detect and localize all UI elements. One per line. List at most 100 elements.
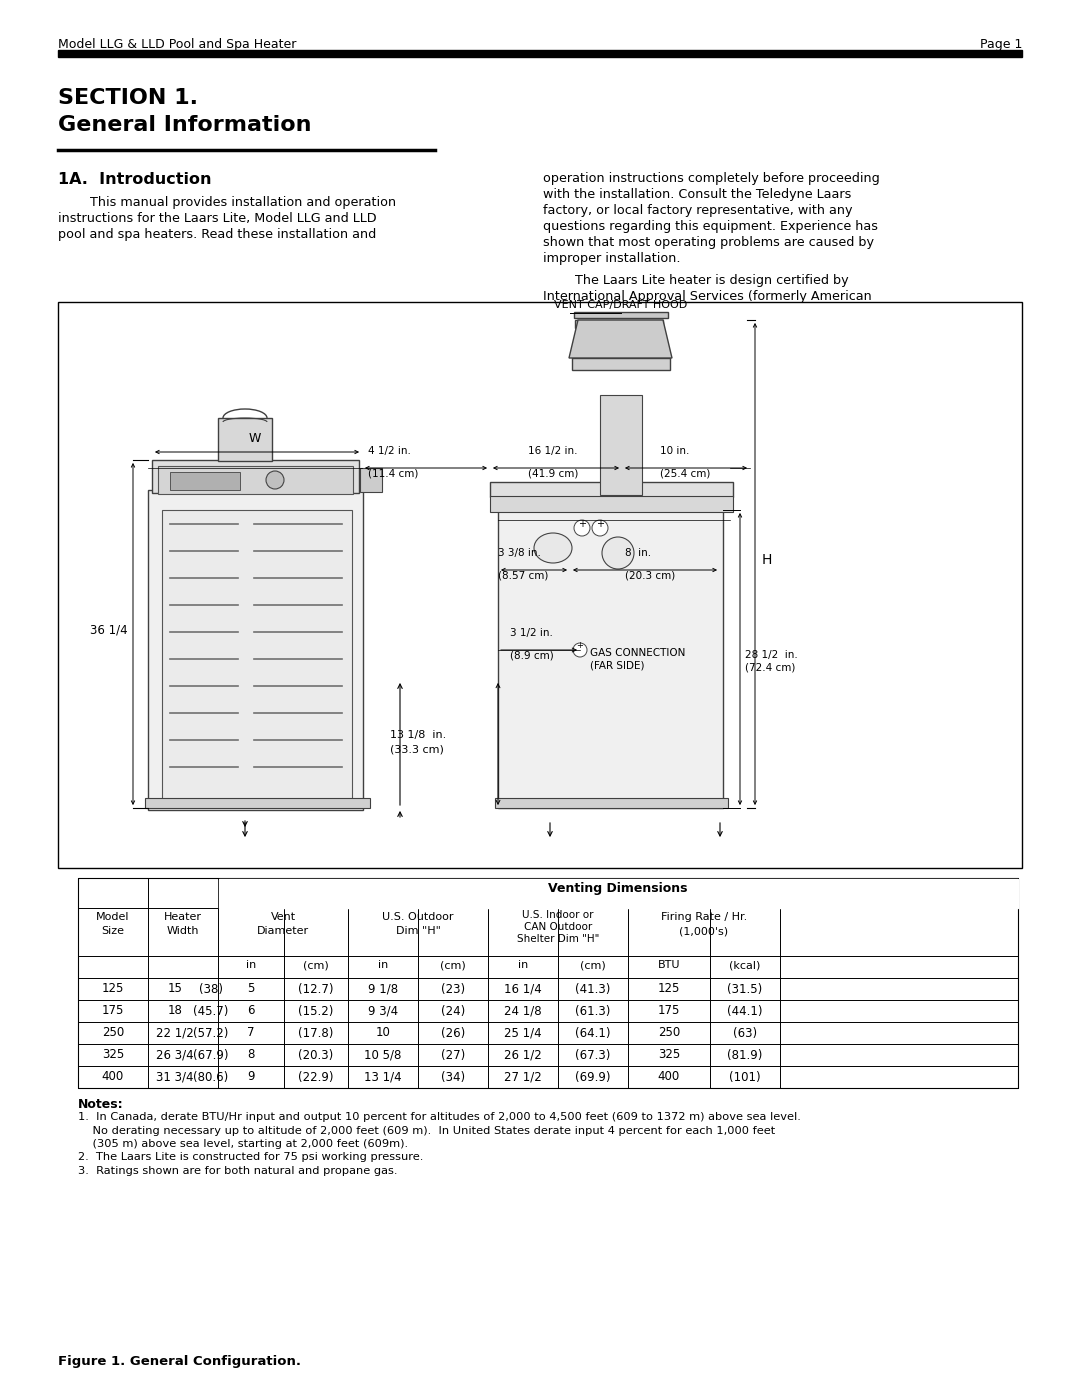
Circle shape <box>573 643 588 657</box>
Text: (cm): (cm) <box>441 960 465 970</box>
Text: (44.1): (44.1) <box>727 1004 762 1017</box>
Text: 325: 325 <box>658 1049 680 1062</box>
Text: Shelter Dim "H": Shelter Dim "H" <box>517 935 599 944</box>
Text: 175: 175 <box>102 1004 124 1017</box>
Text: (57.2): (57.2) <box>193 1027 229 1039</box>
Text: CAN Outdoor: CAN Outdoor <box>524 922 592 932</box>
Bar <box>490 496 733 511</box>
Text: in: in <box>246 960 256 970</box>
Text: (8.57 cm): (8.57 cm) <box>498 570 549 580</box>
Text: 16 1/2 in.: 16 1/2 in. <box>528 446 578 455</box>
Text: questions regarding this equipment. Experience has: questions regarding this equipment. Expe… <box>543 219 878 233</box>
Text: 26 1/2: 26 1/2 <box>504 1049 542 1062</box>
Text: (15.2): (15.2) <box>298 1004 334 1017</box>
Polygon shape <box>572 330 670 358</box>
Bar <box>572 358 670 370</box>
Text: 3.  Ratings shown are for both natural and propane gas.: 3. Ratings shown are for both natural an… <box>78 1166 397 1176</box>
Text: Firing Rate / Hr.: Firing Rate / Hr. <box>661 912 747 922</box>
Text: 27 1/2: 27 1/2 <box>504 1070 542 1084</box>
Text: (101): (101) <box>729 1070 760 1084</box>
Bar <box>218 418 272 461</box>
Text: 4 1/2 in.: 4 1/2 in. <box>368 446 410 455</box>
Polygon shape <box>569 320 672 358</box>
Text: (FAR SIDE): (FAR SIDE) <box>590 661 645 671</box>
Text: H: H <box>762 553 772 567</box>
Text: (kcal): (kcal) <box>729 960 760 970</box>
Circle shape <box>573 520 590 536</box>
Text: 8: 8 <box>247 1049 255 1062</box>
Bar <box>58 50 1022 57</box>
Text: Diameter: Diameter <box>257 926 309 936</box>
Text: (26): (26) <box>441 1027 465 1039</box>
Text: (1,000's): (1,000's) <box>679 926 729 936</box>
Text: U.S. Outdoor: U.S. Outdoor <box>382 912 454 922</box>
Text: 400: 400 <box>102 1070 124 1084</box>
Text: 3 1/2 in.: 3 1/2 in. <box>510 629 553 638</box>
Text: 13 1/8  in.: 13 1/8 in. <box>390 731 446 740</box>
Text: GAS CONNECTION: GAS CONNECTION <box>590 648 686 658</box>
Text: +: + <box>596 520 604 529</box>
Text: International Approval Services (formerly American: International Approval Services (formerl… <box>543 291 872 303</box>
Bar <box>158 467 353 495</box>
Circle shape <box>602 536 634 569</box>
Text: Dim "H": Dim "H" <box>395 926 441 936</box>
Text: 15: 15 <box>167 982 183 996</box>
Text: Venting Dimensions: Venting Dimensions <box>549 882 688 895</box>
Text: (81.9): (81.9) <box>727 1049 762 1062</box>
Text: VENT CAP/DRAFT HOOD: VENT CAP/DRAFT HOOD <box>554 300 688 310</box>
Text: 10 5/8: 10 5/8 <box>364 1049 402 1062</box>
Text: 36 1/4: 36 1/4 <box>91 623 129 637</box>
Text: (45.7): (45.7) <box>193 1004 229 1017</box>
Bar <box>148 490 363 810</box>
Text: 8  in.: 8 in. <box>625 548 651 557</box>
Text: (33.3 cm): (33.3 cm) <box>390 745 444 754</box>
Text: +: + <box>578 520 586 529</box>
Circle shape <box>592 520 608 536</box>
Text: (34): (34) <box>441 1070 465 1084</box>
Text: (80.6): (80.6) <box>193 1070 229 1084</box>
Text: (72.4 cm): (72.4 cm) <box>745 664 795 673</box>
Text: 28 1/2  in.: 28 1/2 in. <box>745 650 798 659</box>
Text: (11.4 cm): (11.4 cm) <box>368 468 418 478</box>
Text: This manual provides installation and operation: This manual provides installation and op… <box>58 196 396 210</box>
Text: 25 1/4: 25 1/4 <box>504 1027 542 1039</box>
Text: (23): (23) <box>441 982 465 996</box>
Text: 6: 6 <box>247 1004 255 1017</box>
Bar <box>490 482 733 497</box>
Text: Page 1: Page 1 <box>980 38 1022 52</box>
Text: (38): (38) <box>199 982 222 996</box>
Text: 3 3/8 in.: 3 3/8 in. <box>498 548 541 557</box>
Text: instructions for the Laars Lite, Model LLG and LLD: instructions for the Laars Lite, Model L… <box>58 212 377 225</box>
Bar <box>575 320 663 328</box>
Text: 10: 10 <box>376 1027 391 1039</box>
Text: 1.  In Canada, derate BTU/Hr input and output 10 percent for altitudes of 2,000 : 1. In Canada, derate BTU/Hr input and ou… <box>78 1112 801 1122</box>
Text: (8.9 cm): (8.9 cm) <box>510 650 554 659</box>
Text: (24): (24) <box>441 1004 465 1017</box>
Text: Width: Width <box>166 926 199 936</box>
Text: +: + <box>577 641 583 651</box>
Text: 5: 5 <box>247 982 255 996</box>
Text: 9 3/4: 9 3/4 <box>368 1004 399 1017</box>
Text: SECTION 1.: SECTION 1. <box>58 88 198 108</box>
Text: (cm): (cm) <box>580 960 606 970</box>
Bar <box>145 798 370 807</box>
Text: (69.9): (69.9) <box>576 1070 611 1084</box>
Bar <box>78 877 1018 1088</box>
Text: (12.7): (12.7) <box>298 982 334 996</box>
Text: 16 1/4: 16 1/4 <box>504 982 542 996</box>
Text: 125: 125 <box>658 982 680 996</box>
Text: 125: 125 <box>102 982 124 996</box>
Text: 10 in.: 10 in. <box>660 446 689 455</box>
Bar <box>58 302 1022 868</box>
Text: (67.9): (67.9) <box>193 1049 229 1062</box>
Text: No derating necessary up to altitude of 2,000 feet (609 m).  In United States de: No derating necessary up to altitude of … <box>78 1126 775 1136</box>
Text: (64.1): (64.1) <box>576 1027 611 1039</box>
Text: 13 1/4: 13 1/4 <box>364 1070 402 1084</box>
Text: 2.  The Laars Lite is constructed for 75 psi working pressure.: 2. The Laars Lite is constructed for 75 … <box>78 1153 423 1162</box>
Text: 1A.  Introduction: 1A. Introduction <box>58 172 212 187</box>
Bar <box>170 472 240 490</box>
Text: (20.3): (20.3) <box>298 1049 334 1062</box>
Text: in: in <box>378 960 388 970</box>
Text: Vent: Vent <box>270 912 296 922</box>
Text: Notes:: Notes: <box>78 1098 123 1111</box>
